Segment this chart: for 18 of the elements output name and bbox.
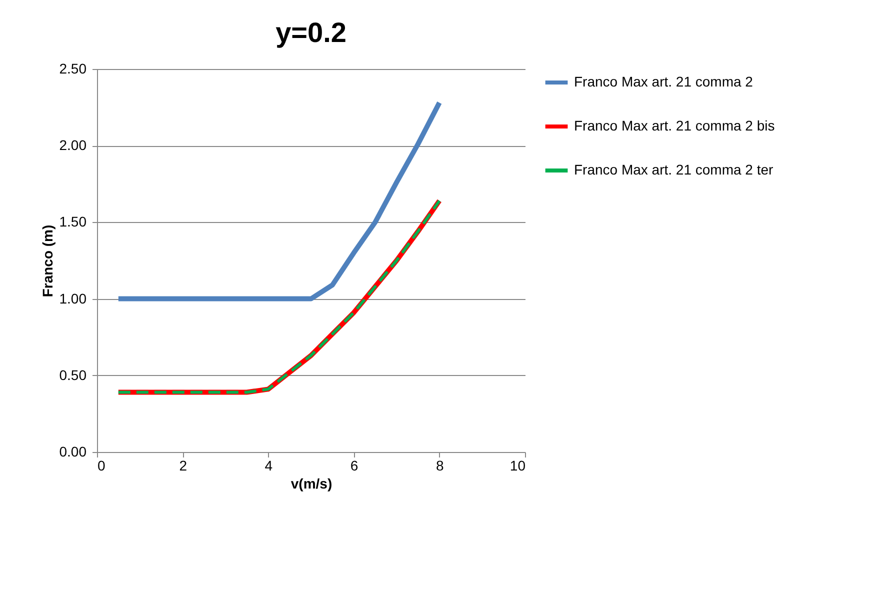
x-tick-label: 2 (179, 458, 188, 474)
x-tick-label: 8 (436, 458, 444, 474)
legend-label: Franco Max art. 21 comma 2 (574, 74, 754, 90)
x-tick-label: 4 (264, 458, 273, 474)
x-axis-title: v(m/s) (290, 476, 332, 492)
legend-label: Franco Max art. 21 comma 2 ter (574, 162, 774, 178)
x-tick-label: 0 (98, 458, 106, 474)
y-tick-label: 1.00 (59, 290, 87, 306)
y-tick-label: 0.50 (59, 366, 87, 383)
x-tick-label: 10 (510, 458, 526, 474)
chart-title: y=0.2 (276, 17, 346, 48)
y-tick-label: 0.00 (59, 444, 87, 460)
y-tick-label: 2.00 (59, 137, 87, 154)
y-axis-title: Franco (m) (39, 224, 56, 298)
y-tick-label: 2.50 (59, 60, 87, 76)
legend-label: Franco Max art. 21 comma 2 bis (574, 118, 775, 134)
x-tick-label: 6 (350, 458, 358, 474)
y-tick-label: 1.50 (59, 214, 87, 230)
